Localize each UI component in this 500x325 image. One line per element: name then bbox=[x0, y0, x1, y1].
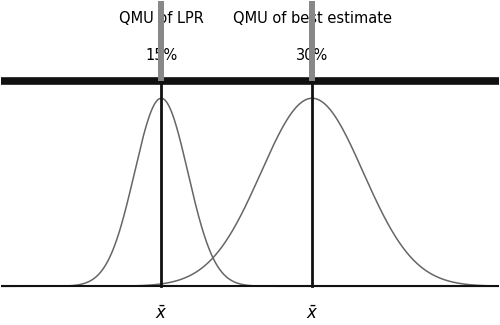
Bar bbox=[158, 1, 164, 81]
Text: $\bar{x}$: $\bar{x}$ bbox=[306, 305, 318, 323]
Bar bbox=[310, 1, 315, 81]
Text: QMU of LPR: QMU of LPR bbox=[119, 11, 204, 26]
Text: 15%: 15% bbox=[145, 47, 178, 62]
Text: $\bar{x}$: $\bar{x}$ bbox=[155, 305, 168, 323]
Text: 30%: 30% bbox=[296, 47, 328, 62]
Text: QMU of best estimate: QMU of best estimate bbox=[232, 11, 392, 26]
